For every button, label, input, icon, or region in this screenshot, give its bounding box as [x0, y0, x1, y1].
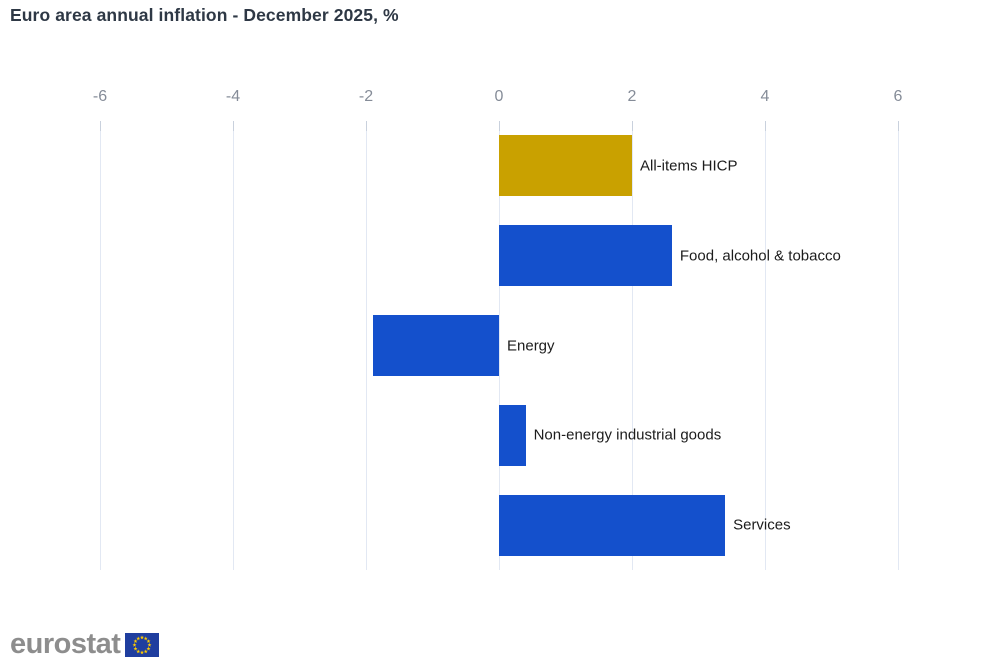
- bar-label: All-items HICP: [640, 157, 738, 175]
- axis-tick: [232, 121, 234, 131]
- x-tick-label: -2: [358, 88, 374, 105]
- x-tick-label: -6: [92, 88, 108, 105]
- bar-label: Food, alcohol & tobacco: [679, 247, 841, 265]
- x-tick-label: 2: [627, 88, 637, 105]
- x-tick-label: 4: [760, 88, 770, 105]
- eu-flag-icon: [125, 632, 160, 657]
- bar-energy[interactable]: [372, 315, 499, 376]
- axis-tick: [631, 121, 633, 131]
- gridline: [99, 121, 101, 570]
- gridline: [764, 121, 766, 570]
- axis-tick: [498, 121, 500, 131]
- axis-tick: [897, 121, 899, 131]
- bar-all-items-hicp[interactable]: [499, 135, 632, 197]
- axis-tick: [365, 121, 367, 131]
- plot-area: All-items HICP Food, alcohol & tobacco Ene…: [99, 121, 899, 570]
- x-tick-label: 0: [494, 88, 504, 105]
- bar-food-alcohol-tobacco[interactable]: [499, 225, 672, 287]
- axis-tick: [764, 121, 766, 131]
- eu-flag-svg: [125, 632, 160, 657]
- eurostat-logo-text: eurostat: [10, 628, 121, 660]
- x-tick-label: -4: [225, 88, 241, 105]
- axis-tick: [99, 121, 101, 131]
- gridline: [232, 121, 234, 570]
- gridline: [498, 121, 500, 570]
- chart-title: Euro area annual inflation - December 20…: [10, 5, 399, 25]
- bar-non-energy-industrial-goods[interactable]: [499, 404, 526, 466]
- gridline: [631, 121, 633, 570]
- x-tick-label: 6: [893, 88, 903, 105]
- eurostat-logo: eurostat: [10, 628, 160, 660]
- bar-label: Energy: [507, 337, 555, 354]
- bar-label: Services: [733, 516, 791, 534]
- gridline: [897, 121, 899, 570]
- x-axis: -6 -4 -2 0 2 4 6: [93, 88, 903, 110]
- gridline: [365, 121, 367, 570]
- bar-services[interactable]: [499, 494, 726, 556]
- bar-label: Non-energy industrial goods: [533, 426, 722, 444]
